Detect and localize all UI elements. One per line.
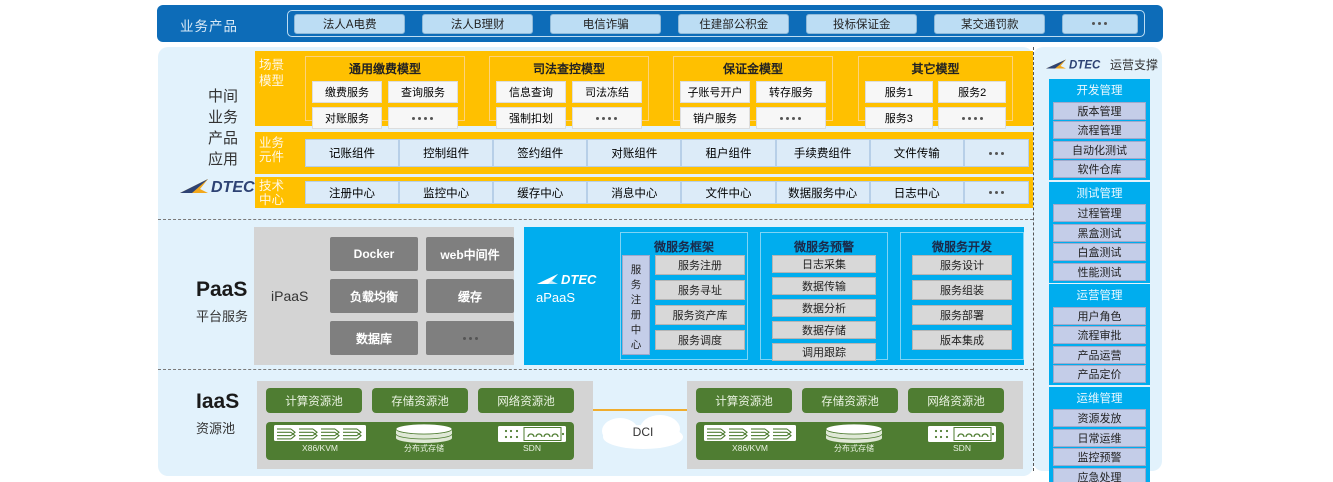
- svg-text:DTEC: DTEC: [561, 272, 597, 287]
- svg-text:DTEC: DTEC: [1069, 60, 1101, 72]
- svg-text:DTEC: DTEC: [211, 179, 255, 196]
